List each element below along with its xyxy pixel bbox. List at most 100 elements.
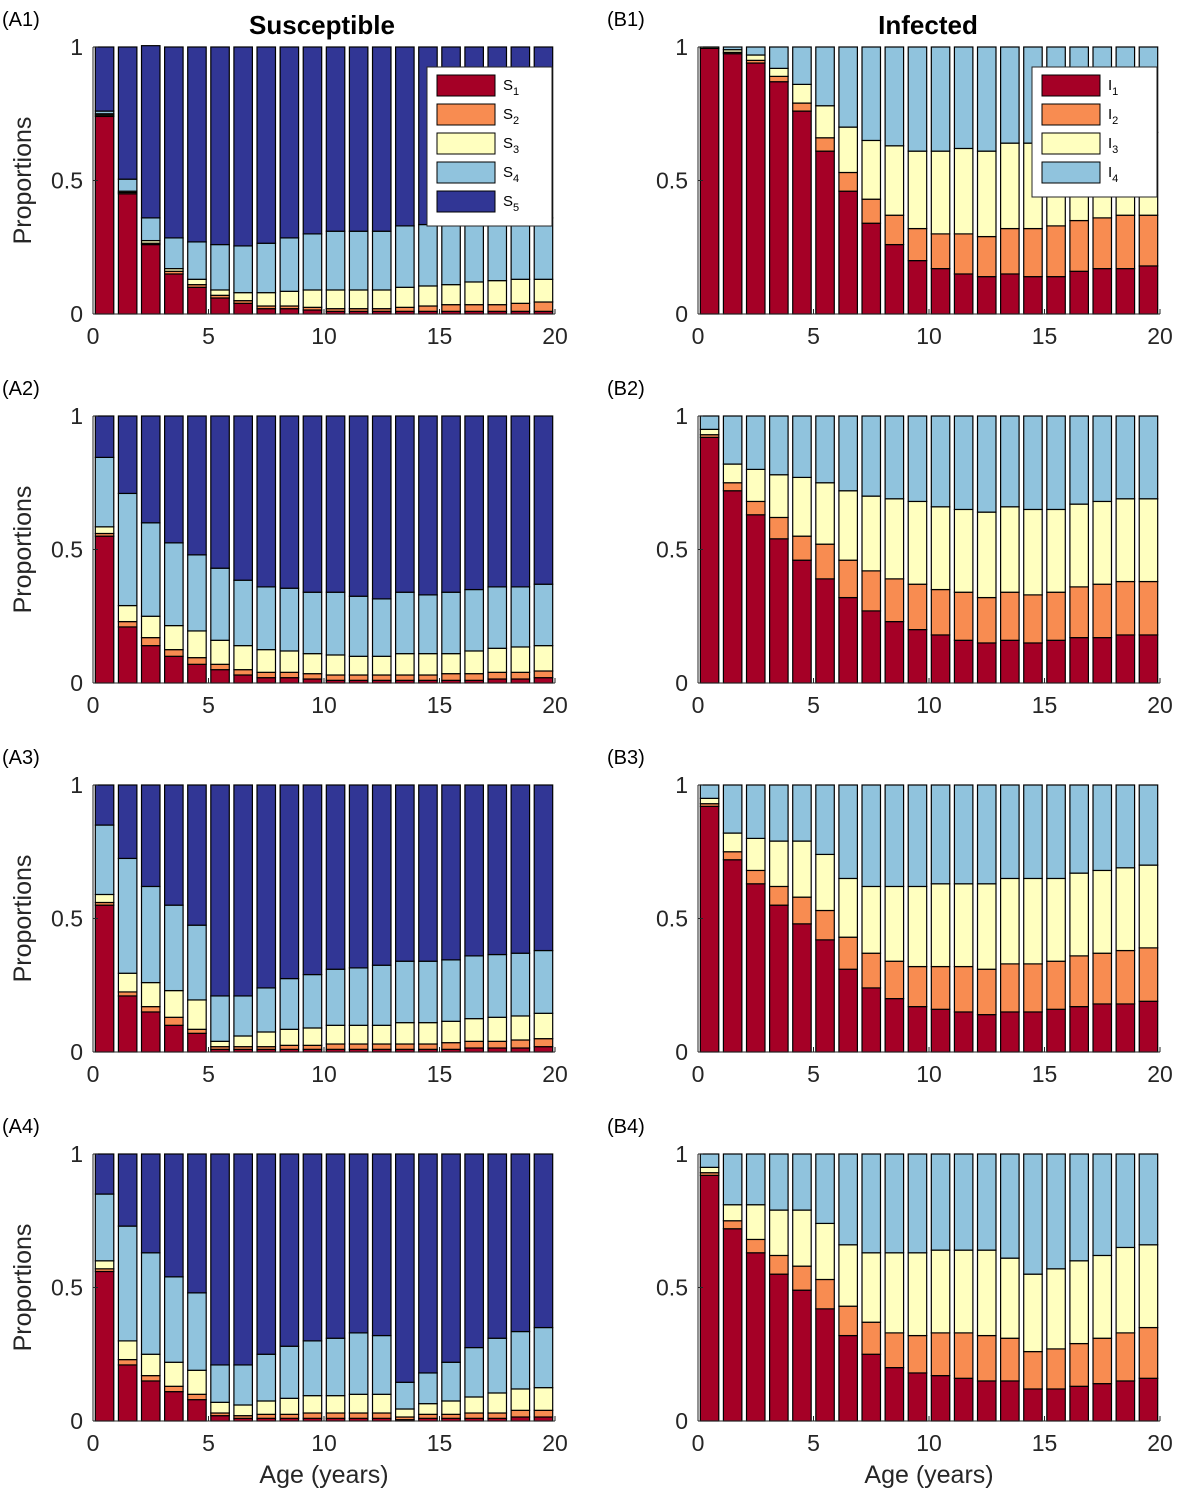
bar-segment-1 (699, 47, 720, 315)
bar-segment-5 (164, 784, 184, 906)
bar-segment-5 (164, 1153, 184, 1278)
bar-segment-2 (722, 1220, 743, 1230)
bar-segment-2 (1138, 580, 1159, 636)
bar-segment-2 (279, 1413, 300, 1419)
bar-segment-4 (395, 225, 415, 288)
bar-segment-4 (256, 987, 277, 1033)
bar-segment-1 (1000, 639, 1020, 684)
bar-segment-2 (953, 965, 974, 1013)
bar-segment-2 (815, 1278, 835, 1310)
bar-segment-3 (187, 1369, 207, 1395)
bar-segment-1 (699, 805, 720, 1053)
bar-segment-2 (838, 559, 858, 599)
bar-segment-2 (418, 305, 438, 312)
bar-segment-2 (907, 583, 928, 631)
bar-segment-4 (302, 1340, 323, 1397)
bar-segment-3 (976, 150, 997, 238)
bar-segment-3 (1092, 1254, 1113, 1339)
x-axis-label: Age (years) (864, 1461, 993, 1489)
bar-segment-4 (441, 591, 461, 655)
bar-segment-4 (233, 1364, 253, 1406)
bar-segment-4 (815, 415, 835, 484)
bar-segment-5 (464, 415, 484, 591)
bar-segment-1 (302, 678, 323, 684)
bar-segment-3 (256, 292, 277, 307)
bar-segment-1 (1046, 1008, 1066, 1053)
bar-segment-5 (233, 1153, 253, 1366)
x-tick-label: 15 (1032, 1430, 1058, 1456)
bar-segment-3 (930, 1249, 951, 1334)
bar-segment-3 (769, 67, 789, 77)
bar-segment-1 (1023, 276, 1043, 315)
panel-b3: (B3) 0 5 10 15 20 0 0.5 1 (607, 747, 1173, 1087)
bar-segment-1 (533, 1046, 554, 1053)
bar-segment-5 (279, 46, 300, 239)
bar-segment-5 (140, 45, 161, 219)
bar-segment-4 (722, 415, 743, 465)
bar-segment-5 (117, 415, 138, 495)
bar-segment-3 (233, 1035, 253, 1048)
bar-segment-5 (140, 1153, 161, 1254)
bar-segment-2 (907, 227, 928, 262)
bar-segment-3 (140, 981, 161, 1008)
bar-segment-3 (371, 289, 392, 310)
bar-segment-4 (1092, 1153, 1113, 1257)
bar-segment-1 (1138, 265, 1159, 315)
bar-segment-1 (187, 1032, 207, 1053)
bar-segment-4 (256, 586, 277, 651)
bar-segment-2 (348, 674, 369, 681)
bar-segment-4 (976, 46, 997, 152)
bar-segment-4 (325, 230, 346, 291)
bar-segment-4 (861, 1153, 882, 1254)
bar-segment-3 (233, 292, 253, 302)
bar-segment-2 (533, 1409, 554, 1418)
bar-segment-3 (233, 1404, 253, 1417)
bar-segment-4 (395, 591, 415, 655)
bar-segment-1 (140, 1011, 161, 1053)
x-tick-label: 0 (87, 1061, 100, 1087)
bar-segment-3 (769, 840, 789, 888)
bar-segment-3 (1092, 869, 1113, 954)
bar-segment-1 (792, 923, 812, 1053)
bar-segment-1 (769, 81, 789, 315)
bar-segment-5 (533, 784, 554, 952)
bar-segment-3 (861, 495, 882, 572)
bar-segment-1 (187, 286, 207, 315)
bar-segment-2 (1092, 1337, 1113, 1385)
bar-segment-4 (279, 1345, 300, 1399)
bar-segment-1 (861, 987, 882, 1053)
bar-segment-3 (976, 883, 997, 970)
bar-segment-1 (815, 939, 835, 1053)
y-tick-label: 1 (70, 403, 83, 429)
bar-segment-1 (140, 243, 161, 315)
bar-segment-4 (164, 237, 184, 270)
bar-segment-1 (699, 436, 720, 684)
bar-segment-4 (745, 415, 766, 471)
bar-segment-2 (1023, 227, 1043, 278)
bar-segment-3 (510, 278, 531, 304)
bar-segment-3 (164, 624, 184, 651)
bar-segment-1 (210, 669, 230, 684)
bar-segment-5 (164, 415, 184, 544)
bar-segment-4 (487, 219, 508, 282)
bar-segment-4 (325, 591, 346, 656)
y-tick-label: 1 (675, 1141, 688, 1167)
bar-segment-4 (953, 46, 974, 150)
bar-segment-4 (1138, 415, 1159, 500)
bar-segment-2 (325, 1043, 346, 1050)
bar-segment-3 (487, 280, 508, 306)
bar-segment-2 (1046, 591, 1066, 641)
bar-segment-3 (94, 893, 115, 904)
panel-label: (A2) (2, 378, 40, 400)
bar-segment-4 (884, 1153, 905, 1254)
bar-segment-3 (348, 1024, 369, 1045)
bar-segment-2 (953, 591, 974, 641)
x-tick-label: 0 (692, 692, 705, 718)
bar-segment-5 (117, 46, 138, 180)
bar-segment-4 (1046, 784, 1066, 880)
bar-segment-3 (1092, 500, 1113, 585)
y-tick-label: 0 (70, 301, 83, 327)
y-tick-label: 1 (70, 1141, 83, 1167)
bar-segment-4 (117, 492, 138, 607)
